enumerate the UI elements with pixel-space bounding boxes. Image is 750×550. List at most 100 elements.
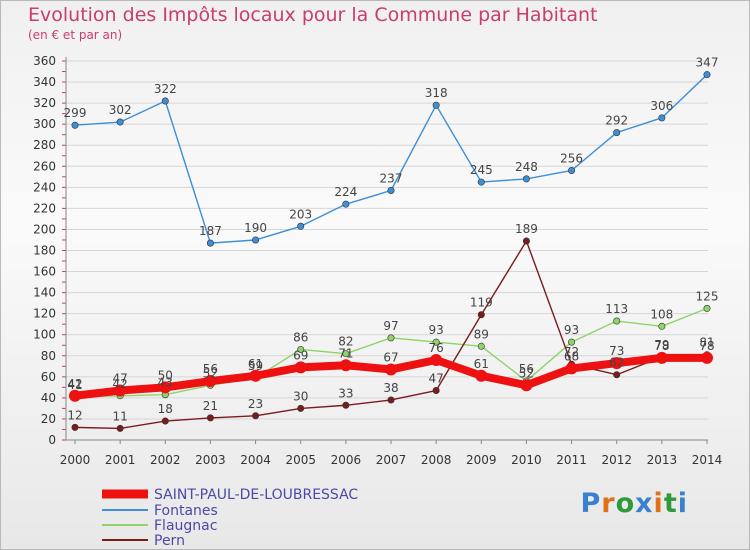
data-point bbox=[69, 389, 81, 402]
logo-letter: P bbox=[580, 488, 602, 519]
data-label: 56 bbox=[203, 362, 218, 376]
y-tick-label: 300 bbox=[33, 117, 56, 131]
chart-subtitle: (en € et par an) bbox=[28, 28, 123, 42]
data-point bbox=[655, 351, 668, 364]
y-tick-label: 240 bbox=[33, 180, 56, 194]
data-label: 12 bbox=[67, 408, 82, 422]
data-point bbox=[658, 322, 666, 330]
legend-label: Pern bbox=[154, 533, 185, 549]
data-label: 292 bbox=[605, 114, 628, 128]
data-label: 52 bbox=[203, 366, 218, 380]
data-point bbox=[161, 97, 169, 105]
data-point bbox=[430, 353, 443, 366]
legend: SAINT-PAUL-DE-LOUBRESSACFontanesFlaugnac… bbox=[102, 487, 358, 549]
data-point bbox=[297, 404, 305, 412]
data-point bbox=[475, 369, 488, 382]
data-point bbox=[610, 357, 623, 370]
data-label: 47 bbox=[113, 372, 128, 386]
data-point bbox=[297, 345, 305, 353]
x-tick-label: 2010 bbox=[511, 453, 542, 467]
data-label: 93 bbox=[564, 323, 579, 337]
data-point bbox=[342, 200, 350, 208]
legend-label: Flaugnac bbox=[154, 518, 217, 534]
x-tick-label: 2003 bbox=[195, 453, 226, 467]
x-tick-label: 2007 bbox=[376, 453, 407, 467]
data-point bbox=[114, 384, 127, 397]
x-tick-label: 2000 bbox=[60, 453, 91, 467]
data-label: 248 bbox=[515, 160, 538, 174]
data-label: 224 bbox=[334, 185, 357, 199]
y-tick-label: 200 bbox=[33, 222, 56, 236]
data-label: 245 bbox=[470, 163, 493, 177]
chart-title: Evolution des Impôts locaux pour la Comm… bbox=[28, 4, 598, 26]
data-point bbox=[520, 379, 533, 392]
data-point bbox=[71, 423, 79, 431]
data-label: 21 bbox=[203, 399, 218, 413]
data-point bbox=[477, 342, 485, 350]
data-label: 42 bbox=[67, 377, 82, 391]
data-label: 189 bbox=[515, 222, 538, 236]
data-label: 190 bbox=[244, 221, 267, 235]
data-point bbox=[703, 71, 711, 79]
data-label: 73 bbox=[609, 344, 624, 358]
data-point bbox=[339, 359, 352, 372]
data-label: 318 bbox=[425, 86, 448, 100]
data-label: 79 bbox=[654, 338, 669, 352]
data-point bbox=[613, 317, 621, 325]
data-label: 86 bbox=[293, 330, 308, 344]
data-point bbox=[522, 175, 530, 183]
x-tick-label: 2001 bbox=[105, 453, 136, 467]
data-label: 11 bbox=[113, 409, 128, 423]
x-tick-label: 2009 bbox=[466, 453, 497, 467]
legend-label: Fontanes bbox=[154, 503, 218, 519]
data-point bbox=[252, 412, 260, 420]
y-tick-label: 260 bbox=[33, 159, 56, 173]
data-label: 78 bbox=[699, 339, 714, 353]
y-tick-label: 120 bbox=[33, 307, 56, 321]
data-label: 347 bbox=[696, 56, 719, 70]
data-label: 59 bbox=[248, 359, 263, 373]
data-label: 71 bbox=[338, 346, 353, 360]
data-point bbox=[522, 237, 530, 245]
data-label: 33 bbox=[338, 386, 353, 400]
data-label: 69 bbox=[293, 348, 308, 362]
x-tick-label: 2002 bbox=[150, 453, 181, 467]
x-tick-label: 2013 bbox=[647, 453, 678, 467]
y-tick-label: 280 bbox=[33, 138, 56, 152]
x-tick-label: 2008 bbox=[421, 453, 452, 467]
data-point bbox=[703, 304, 711, 312]
y-tick-label: 60 bbox=[41, 370, 56, 384]
legend-label: SAINT-PAUL-DE-LOUBRESSAC bbox=[154, 487, 358, 503]
y-tick-label: 100 bbox=[33, 328, 56, 342]
logo-letter: t bbox=[663, 488, 678, 519]
data-label: 18 bbox=[158, 402, 173, 416]
y-tick-label: 340 bbox=[33, 75, 56, 89]
x-tick-label: 2012 bbox=[601, 453, 632, 467]
data-label: 97 bbox=[383, 319, 398, 333]
y-tick-label: 40 bbox=[41, 391, 56, 405]
series-layer bbox=[69, 71, 713, 432]
y-tick-label: 180 bbox=[33, 244, 56, 258]
data-label: 50 bbox=[158, 368, 173, 382]
data-label: 68 bbox=[564, 349, 579, 363]
series-line-fontanes bbox=[74, 74, 708, 244]
y-tick-label: 160 bbox=[33, 265, 56, 279]
data-label: 81 bbox=[699, 336, 714, 350]
data-point bbox=[159, 381, 172, 394]
x-tick-label: 2014 bbox=[692, 453, 723, 467]
data-point bbox=[342, 350, 350, 358]
data-point bbox=[701, 351, 713, 364]
data-point bbox=[387, 396, 395, 404]
data-label: 89 bbox=[474, 327, 489, 341]
data-label: 23 bbox=[248, 397, 263, 411]
data-label: 67 bbox=[383, 350, 398, 364]
logo-letter: x bbox=[635, 488, 654, 519]
data-label: 82 bbox=[338, 335, 353, 349]
x-tick-label: 2011 bbox=[556, 453, 587, 467]
data-point bbox=[613, 129, 621, 137]
data-label: 256 bbox=[560, 151, 583, 165]
logo-letter: r bbox=[601, 488, 616, 519]
data-label: 52 bbox=[519, 366, 534, 380]
